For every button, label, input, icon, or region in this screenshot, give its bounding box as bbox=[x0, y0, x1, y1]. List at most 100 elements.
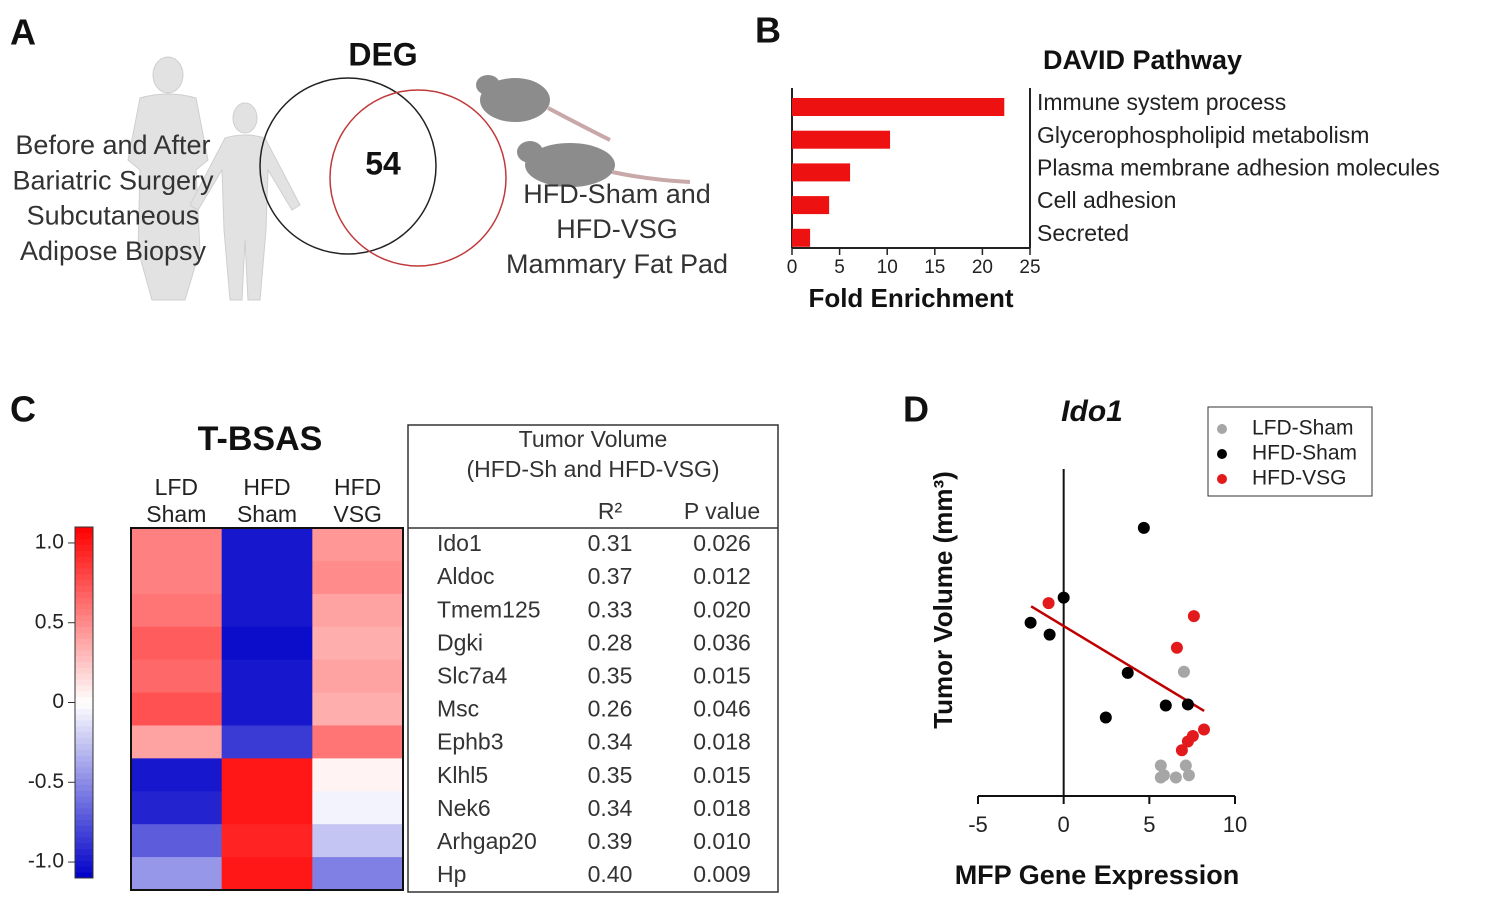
colorbar-step bbox=[75, 567, 93, 575]
colorbar-tick-label: 1.0 bbox=[35, 531, 64, 554]
scatter-point bbox=[1175, 744, 1188, 757]
x-tick-label: 15 bbox=[924, 257, 945, 278]
colorbar-step bbox=[75, 544, 93, 551]
table-cell: Arhgap20 bbox=[437, 828, 537, 854]
table-cell: Ephb3 bbox=[437, 729, 504, 755]
bar bbox=[792, 130, 891, 149]
colorbar-step bbox=[75, 679, 93, 686]
colorbar-step bbox=[75, 573, 93, 581]
heat-cell bbox=[221, 824, 313, 858]
colorbar-step bbox=[75, 644, 93, 651]
colorbar-step bbox=[75, 527, 93, 534]
table-cell: Tmem125 bbox=[437, 596, 541, 622]
colorbar-tick-label: 0 bbox=[52, 690, 64, 713]
venn-left-text: Bariatric Surgery bbox=[12, 165, 214, 195]
colorbar-step bbox=[75, 831, 93, 838]
panel-label: A bbox=[10, 12, 36, 53]
table-cell: 0.018 bbox=[693, 729, 751, 755]
legend-label: LFD-Sham bbox=[1252, 417, 1354, 440]
heat-cell bbox=[221, 791, 313, 825]
scatter-point bbox=[1177, 665, 1190, 678]
bar bbox=[792, 98, 1005, 116]
colorbar-step bbox=[75, 638, 93, 645]
heat-cell bbox=[131, 758, 223, 792]
venn-right-text: HFD-Sham and bbox=[523, 179, 711, 209]
heat-cell bbox=[221, 725, 313, 759]
table-cell: 0.009 bbox=[693, 861, 751, 887]
colorbar-step bbox=[75, 608, 93, 616]
column-label: HFD bbox=[243, 474, 290, 500]
colorbar-tick-label: 0.5 bbox=[35, 610, 64, 633]
table-cell: 0.015 bbox=[693, 662, 751, 688]
bar bbox=[792, 163, 851, 182]
mouse-silhouettes bbox=[476, 75, 691, 187]
colorbar-step bbox=[75, 708, 93, 715]
heat-cell bbox=[312, 725, 404, 759]
table-column-header: R² bbox=[598, 498, 623, 524]
x-tick-label: 20 bbox=[972, 257, 993, 278]
panel-label: C bbox=[10, 389, 36, 430]
scatter-point bbox=[1159, 699, 1172, 712]
panel-label: B bbox=[755, 10, 781, 51]
colorbar-step bbox=[75, 725, 93, 733]
table-title: (HFD-Sh and HFD-VSG) bbox=[466, 456, 719, 482]
heat-cell bbox=[221, 593, 313, 628]
colorbar-step bbox=[75, 532, 93, 540]
colorbar-step bbox=[75, 597, 93, 604]
x-tick-label: 5 bbox=[834, 257, 845, 278]
colorbar-step bbox=[75, 684, 93, 692]
scatter-point bbox=[1057, 591, 1070, 604]
heat-cell bbox=[221, 692, 313, 726]
colorbar-step bbox=[75, 550, 93, 557]
scatter-point bbox=[1154, 759, 1167, 772]
colorbar-step bbox=[75, 766, 93, 774]
scatter-point bbox=[1137, 521, 1150, 534]
heat-cell bbox=[312, 528, 404, 562]
heat-cell bbox=[131, 560, 223, 595]
heat-cell bbox=[312, 824, 404, 858]
colorbar-step bbox=[75, 562, 93, 569]
table-cell: 0.015 bbox=[693, 762, 751, 788]
colorbar-step bbox=[75, 538, 93, 546]
table-frame bbox=[407, 424, 779, 893]
heatmap-frame bbox=[130, 527, 404, 891]
x-axis-label: MFP Gene Expression bbox=[955, 860, 1240, 890]
colorbar-step bbox=[75, 848, 93, 856]
colorbar-step bbox=[75, 714, 93, 721]
heat-cell bbox=[312, 593, 404, 628]
colorbar-step bbox=[75, 720, 93, 727]
venn-left-text: Adipose Biopsy bbox=[20, 236, 207, 266]
legend-label: HFD-VSG bbox=[1252, 467, 1347, 490]
venn-count: 54 bbox=[365, 145, 401, 181]
venn-left-text: Subcutaneous bbox=[27, 201, 200, 231]
colorbar-step bbox=[75, 620, 93, 627]
legend-swatch bbox=[1217, 424, 1227, 434]
heat-cell bbox=[312, 692, 404, 726]
scatter-point bbox=[1043, 628, 1056, 641]
colorbar-tick-label: -0.5 bbox=[28, 770, 64, 793]
table-cell: 0.35 bbox=[588, 762, 633, 788]
heat-cell bbox=[131, 528, 223, 562]
column-label: Sham bbox=[146, 501, 206, 527]
legend-swatch bbox=[1217, 449, 1227, 459]
chart-title: DAVID Pathway bbox=[1043, 45, 1242, 75]
table-cell: Hp bbox=[437, 861, 466, 887]
x-tick-label: 0 bbox=[787, 257, 798, 278]
colorbar-step bbox=[75, 860, 93, 867]
x-axis-label: Fold Enrichment bbox=[808, 283, 1013, 313]
scatter-point bbox=[1154, 771, 1167, 784]
colorbar-step bbox=[75, 837, 93, 844]
colorbar-step bbox=[75, 749, 93, 756]
colorbar-step bbox=[75, 579, 93, 586]
table-cell: Ido1 bbox=[437, 530, 482, 556]
heat-cell bbox=[312, 560, 404, 595]
colorbar-step bbox=[75, 813, 93, 820]
panel-label: D bbox=[903, 389, 929, 430]
legend-label: HFD-Sham bbox=[1252, 442, 1357, 465]
scatter-point bbox=[1197, 723, 1210, 736]
scatter-point bbox=[1181, 698, 1194, 711]
category-label: Secreted bbox=[1037, 220, 1129, 246]
heat-cell bbox=[131, 593, 223, 628]
heat-cell bbox=[131, 857, 223, 891]
